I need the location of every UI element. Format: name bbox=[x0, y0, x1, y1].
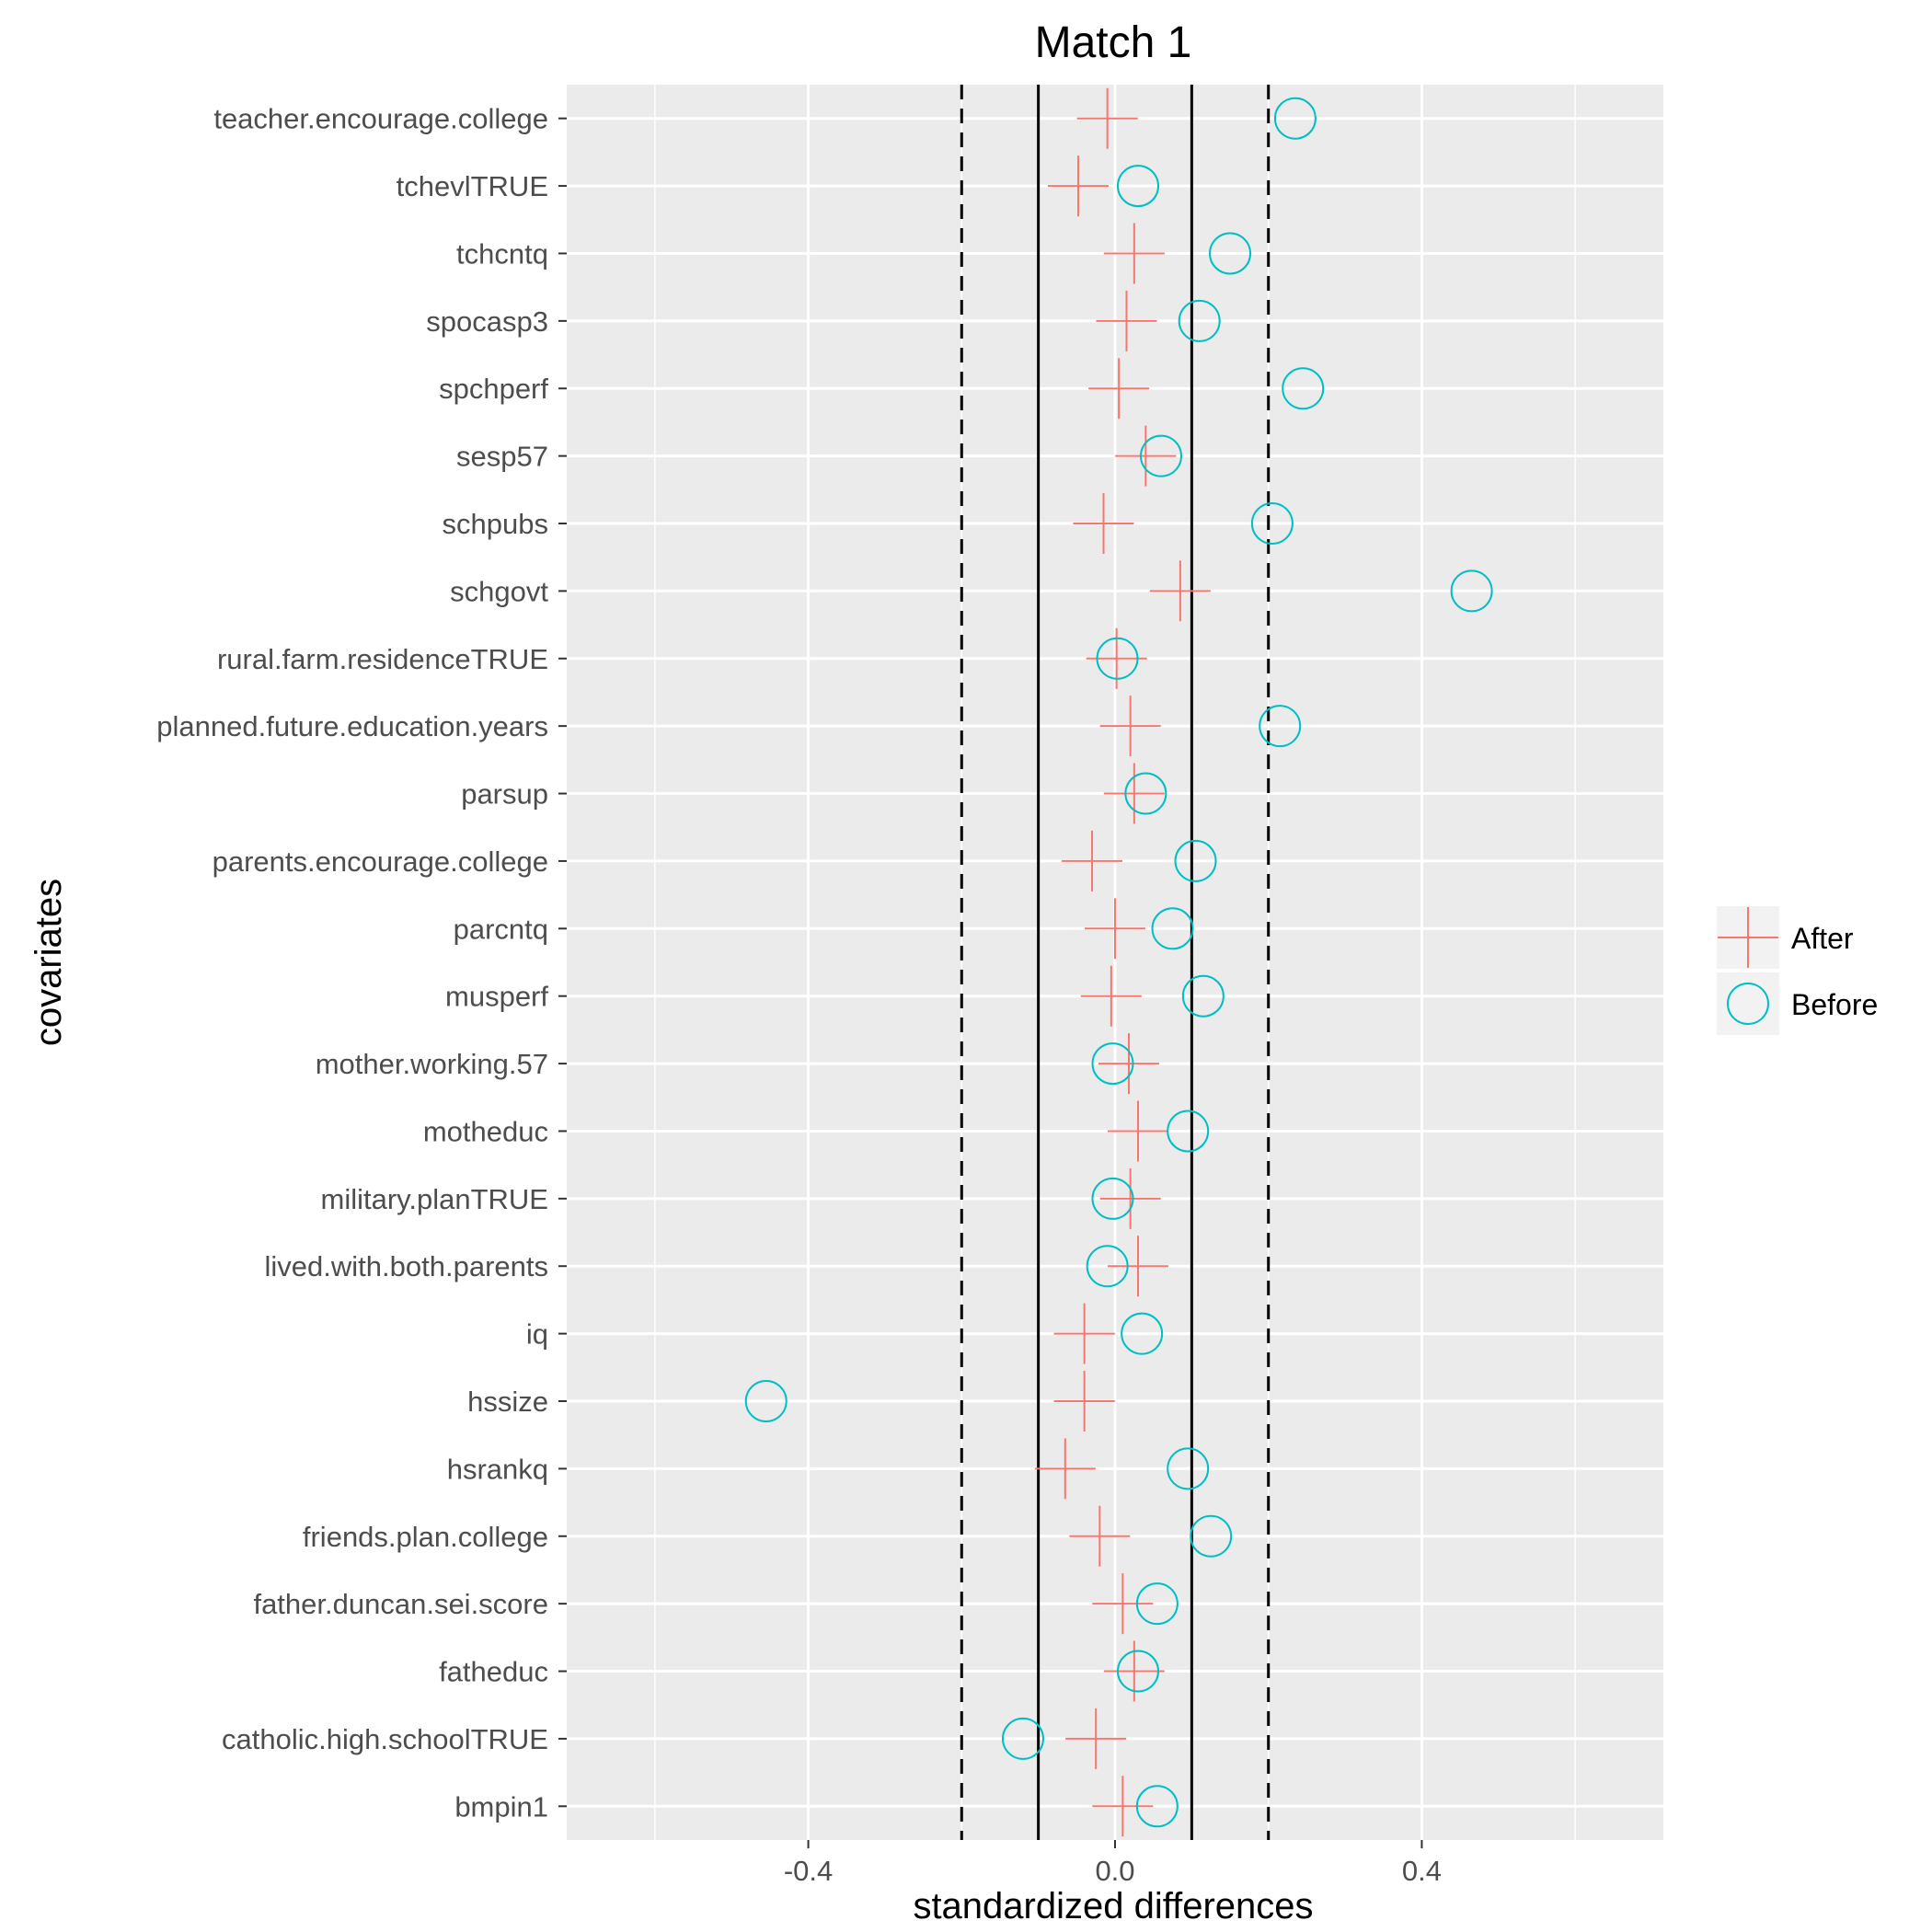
before-point bbox=[1250, 502, 1294, 545]
y-tick-label: military.planTRUE bbox=[321, 1183, 548, 1215]
before-point bbox=[1121, 1312, 1164, 1355]
y-tick-label: tchevlTRUE bbox=[397, 170, 548, 202]
before-point bbox=[1001, 1717, 1044, 1760]
after-point bbox=[1092, 1573, 1154, 1635]
before-point bbox=[1174, 839, 1217, 882]
before-point bbox=[1181, 974, 1225, 1018]
before-point bbox=[1151, 907, 1194, 950]
y-tick-label: schpubs bbox=[443, 508, 548, 540]
y-tick-label: lived.with.both.parents bbox=[265, 1250, 548, 1282]
y-tick-label: spchperf bbox=[439, 373, 548, 405]
legend-after-cross-icon bbox=[1718, 907, 1778, 968]
y-tick-label: hsrankq bbox=[447, 1453, 548, 1485]
before-point bbox=[1282, 367, 1325, 410]
y-tick-label: teacher.encourage.college bbox=[213, 103, 548, 135]
legend-label: After bbox=[1791, 922, 1854, 955]
after-point bbox=[1149, 560, 1211, 622]
after-point bbox=[1053, 1303, 1115, 1364]
after-point bbox=[1099, 696, 1161, 757]
legend: After Before bbox=[1717, 906, 1878, 1035]
y-tick-label: father.duncan.sei.score bbox=[253, 1588, 548, 1620]
y-tick-label: schgovt bbox=[450, 575, 548, 607]
after-point bbox=[1103, 223, 1165, 284]
chart-title: Match 1 bbox=[1035, 18, 1192, 67]
before-point bbox=[1135, 1582, 1179, 1626]
y-tick-label: spocasp3 bbox=[426, 305, 548, 338]
after-point bbox=[1069, 1505, 1131, 1567]
before-point bbox=[1190, 1514, 1233, 1558]
before-point bbox=[1273, 97, 1317, 140]
after-point bbox=[1085, 898, 1145, 960]
before-point bbox=[1167, 1447, 1210, 1490]
legend-before-circle-icon bbox=[1727, 983, 1769, 1025]
before-point bbox=[1091, 1042, 1134, 1086]
reference-lines bbox=[960, 85, 1271, 1840]
before-point bbox=[1135, 1785, 1179, 1828]
before-point bbox=[1096, 637, 1139, 680]
before-point bbox=[1167, 1110, 1210, 1153]
y-tick-label: hssize bbox=[467, 1386, 548, 1418]
after-point bbox=[1108, 1236, 1169, 1297]
after-point bbox=[1103, 763, 1165, 824]
after-point bbox=[1080, 965, 1142, 1027]
y-tick-label: friends.plan.college bbox=[303, 1521, 548, 1553]
after-point bbox=[1053, 1371, 1115, 1432]
after-point bbox=[1073, 493, 1134, 554]
y-tick-label: planned.future.education.years bbox=[156, 710, 548, 742]
before-point bbox=[1124, 772, 1167, 815]
before-point bbox=[1117, 165, 1160, 208]
before-point bbox=[1086, 1245, 1129, 1288]
after-point bbox=[1088, 358, 1150, 420]
after-point bbox=[1099, 1167, 1161, 1229]
legend-key bbox=[1717, 972, 1779, 1035]
before-point bbox=[1178, 299, 1221, 342]
y-tick-label: tchcntq bbox=[456, 237, 548, 270]
x-tick-label: 0.4 bbox=[1402, 1855, 1442, 1887]
x-tick-label: 0.0 bbox=[1095, 1855, 1134, 1887]
y-axis-title: covariates bbox=[29, 879, 69, 1046]
before-point bbox=[744, 1380, 788, 1422]
x-axis-ticks: -0.4 0.0 0.4 bbox=[784, 1840, 1442, 1887]
after-point bbox=[1034, 1438, 1096, 1500]
data-points bbox=[744, 87, 1493, 1837]
y-tick-label: parents.encourage.college bbox=[213, 845, 548, 878]
legend-label: Before bbox=[1791, 988, 1878, 1021]
after-point bbox=[1047, 155, 1109, 217]
before-point bbox=[1140, 434, 1183, 477]
x-axis-title: standardized differences bbox=[913, 1886, 1313, 1926]
before-point bbox=[1091, 1177, 1134, 1220]
x-tick-label: -0.4 bbox=[784, 1855, 833, 1887]
after-point bbox=[1115, 425, 1177, 487]
after-point bbox=[1098, 1033, 1160, 1095]
y-tick-label: catholic.high.schoolTRUE bbox=[222, 1723, 548, 1755]
after-point bbox=[1092, 1776, 1154, 1837]
y-tick-label: musperf bbox=[445, 981, 548, 1013]
y-tick-label: fatheduc bbox=[439, 1656, 548, 1688]
y-axis-ticks: bmpin1 catholic.high.schoolTRUE fatheduc fa… bbox=[156, 103, 567, 1823]
y-tick-label: iq bbox=[526, 1318, 548, 1351]
y-tick-label: parsup bbox=[461, 778, 548, 811]
y-tick-label: mother.working.57 bbox=[316, 1048, 548, 1080]
before-point bbox=[1209, 232, 1252, 275]
after-point bbox=[1061, 830, 1122, 891]
after-point bbox=[1065, 1708, 1127, 1769]
y-tick-label: parcntq bbox=[454, 913, 548, 945]
y-tick-label: bmpin1 bbox=[454, 1790, 548, 1823]
before-point bbox=[1450, 569, 1493, 613]
y-tick-label: rural.farm.residenceTRUE bbox=[217, 643, 548, 675]
before-point bbox=[1117, 1650, 1160, 1693]
after-point bbox=[1076, 87, 1138, 149]
after-point bbox=[1096, 290, 1157, 351]
y-tick-label: sesp57 bbox=[456, 441, 548, 473]
before-point bbox=[1259, 705, 1302, 748]
y-tick-label: motheduc bbox=[423, 1115, 548, 1147]
after-point bbox=[1108, 1100, 1169, 1162]
